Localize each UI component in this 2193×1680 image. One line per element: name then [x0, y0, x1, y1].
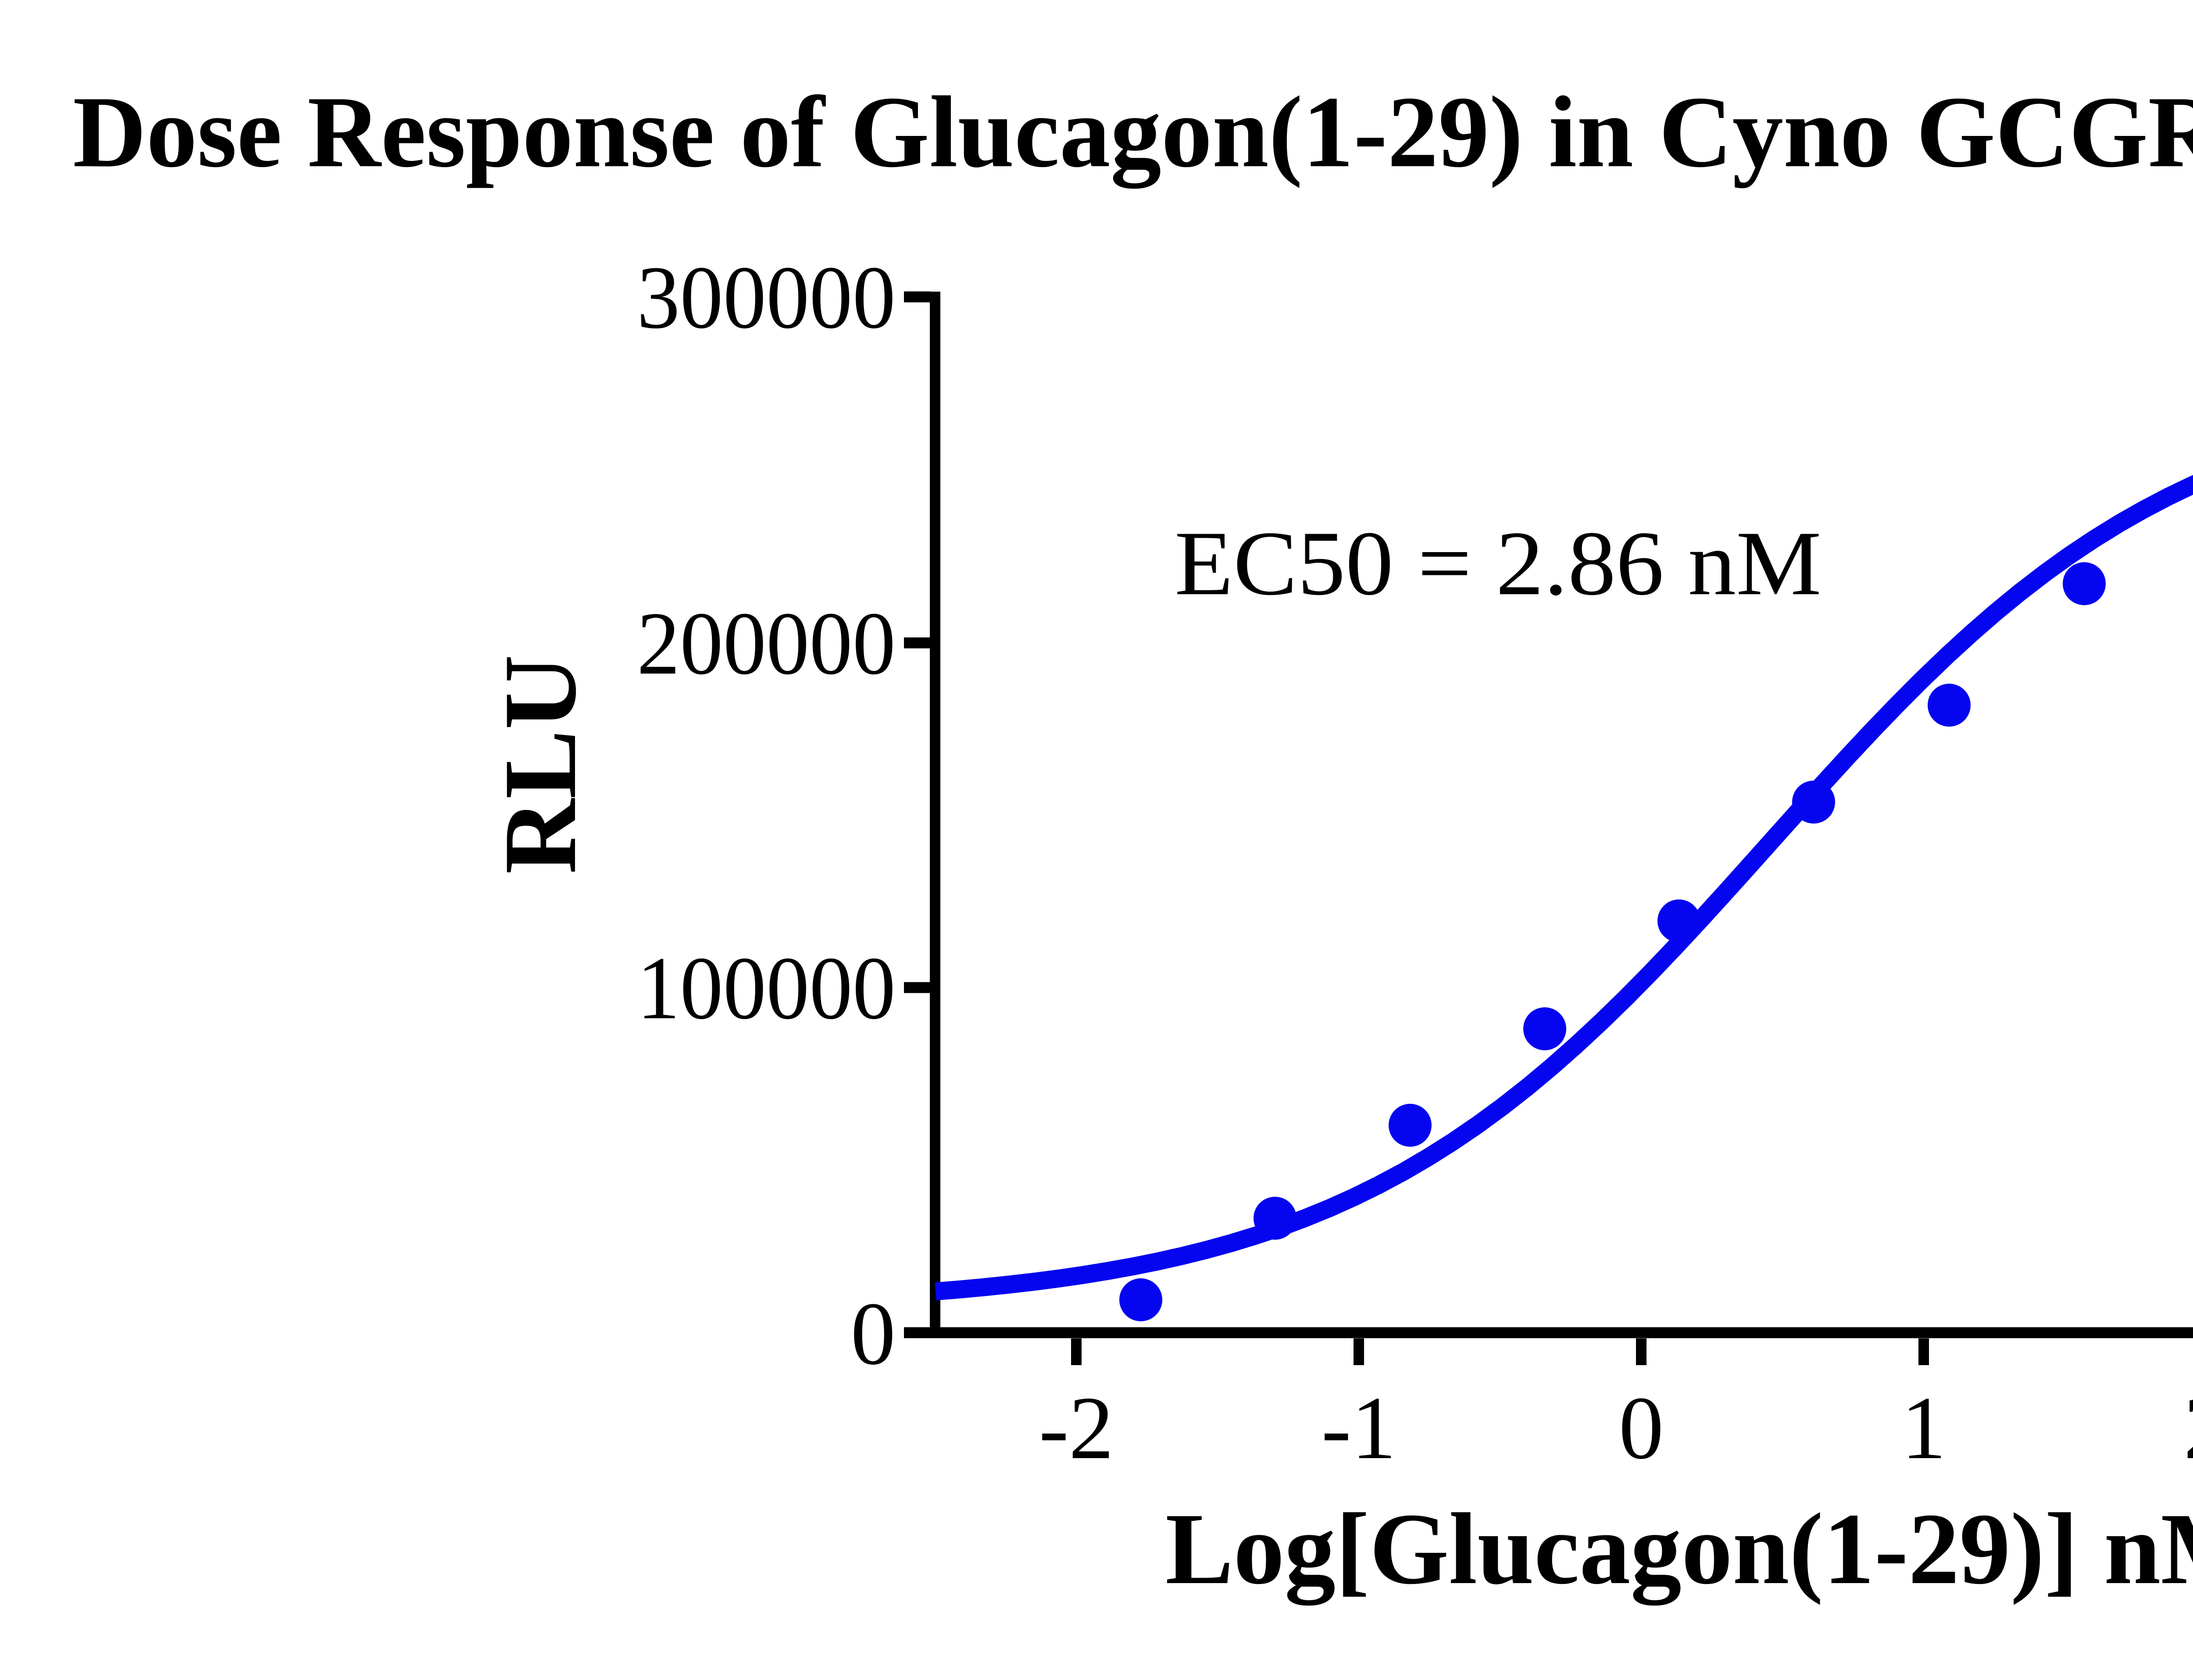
svg-text:-1: -1 [1322, 1378, 1397, 1478]
svg-text:Log[Glucagon(1-29)] nM: Log[Glucagon(1-29)] nM [1165, 1492, 2193, 1606]
svg-text:2: 2 [2184, 1378, 2193, 1478]
svg-text:0: 0 [1619, 1378, 1664, 1478]
svg-text:300000: 300000 [637, 248, 896, 347]
svg-text:0: 0 [851, 1284, 896, 1384]
svg-text:RLU: RLU [483, 655, 598, 874]
svg-text:-2: -2 [1039, 1378, 1114, 1478]
svg-text:100000: 100000 [637, 938, 896, 1038]
svg-text:Dose Response of Glucagon(1-29: Dose Response of Glucagon(1-29) in Cyno … [73, 75, 2193, 189]
svg-text:1: 1 [1901, 1378, 1947, 1478]
svg-text:200000: 200000 [637, 594, 896, 693]
svg-text:EC50 = 2.86 nM: EC50 = 2.86 nM [1175, 513, 1822, 614]
